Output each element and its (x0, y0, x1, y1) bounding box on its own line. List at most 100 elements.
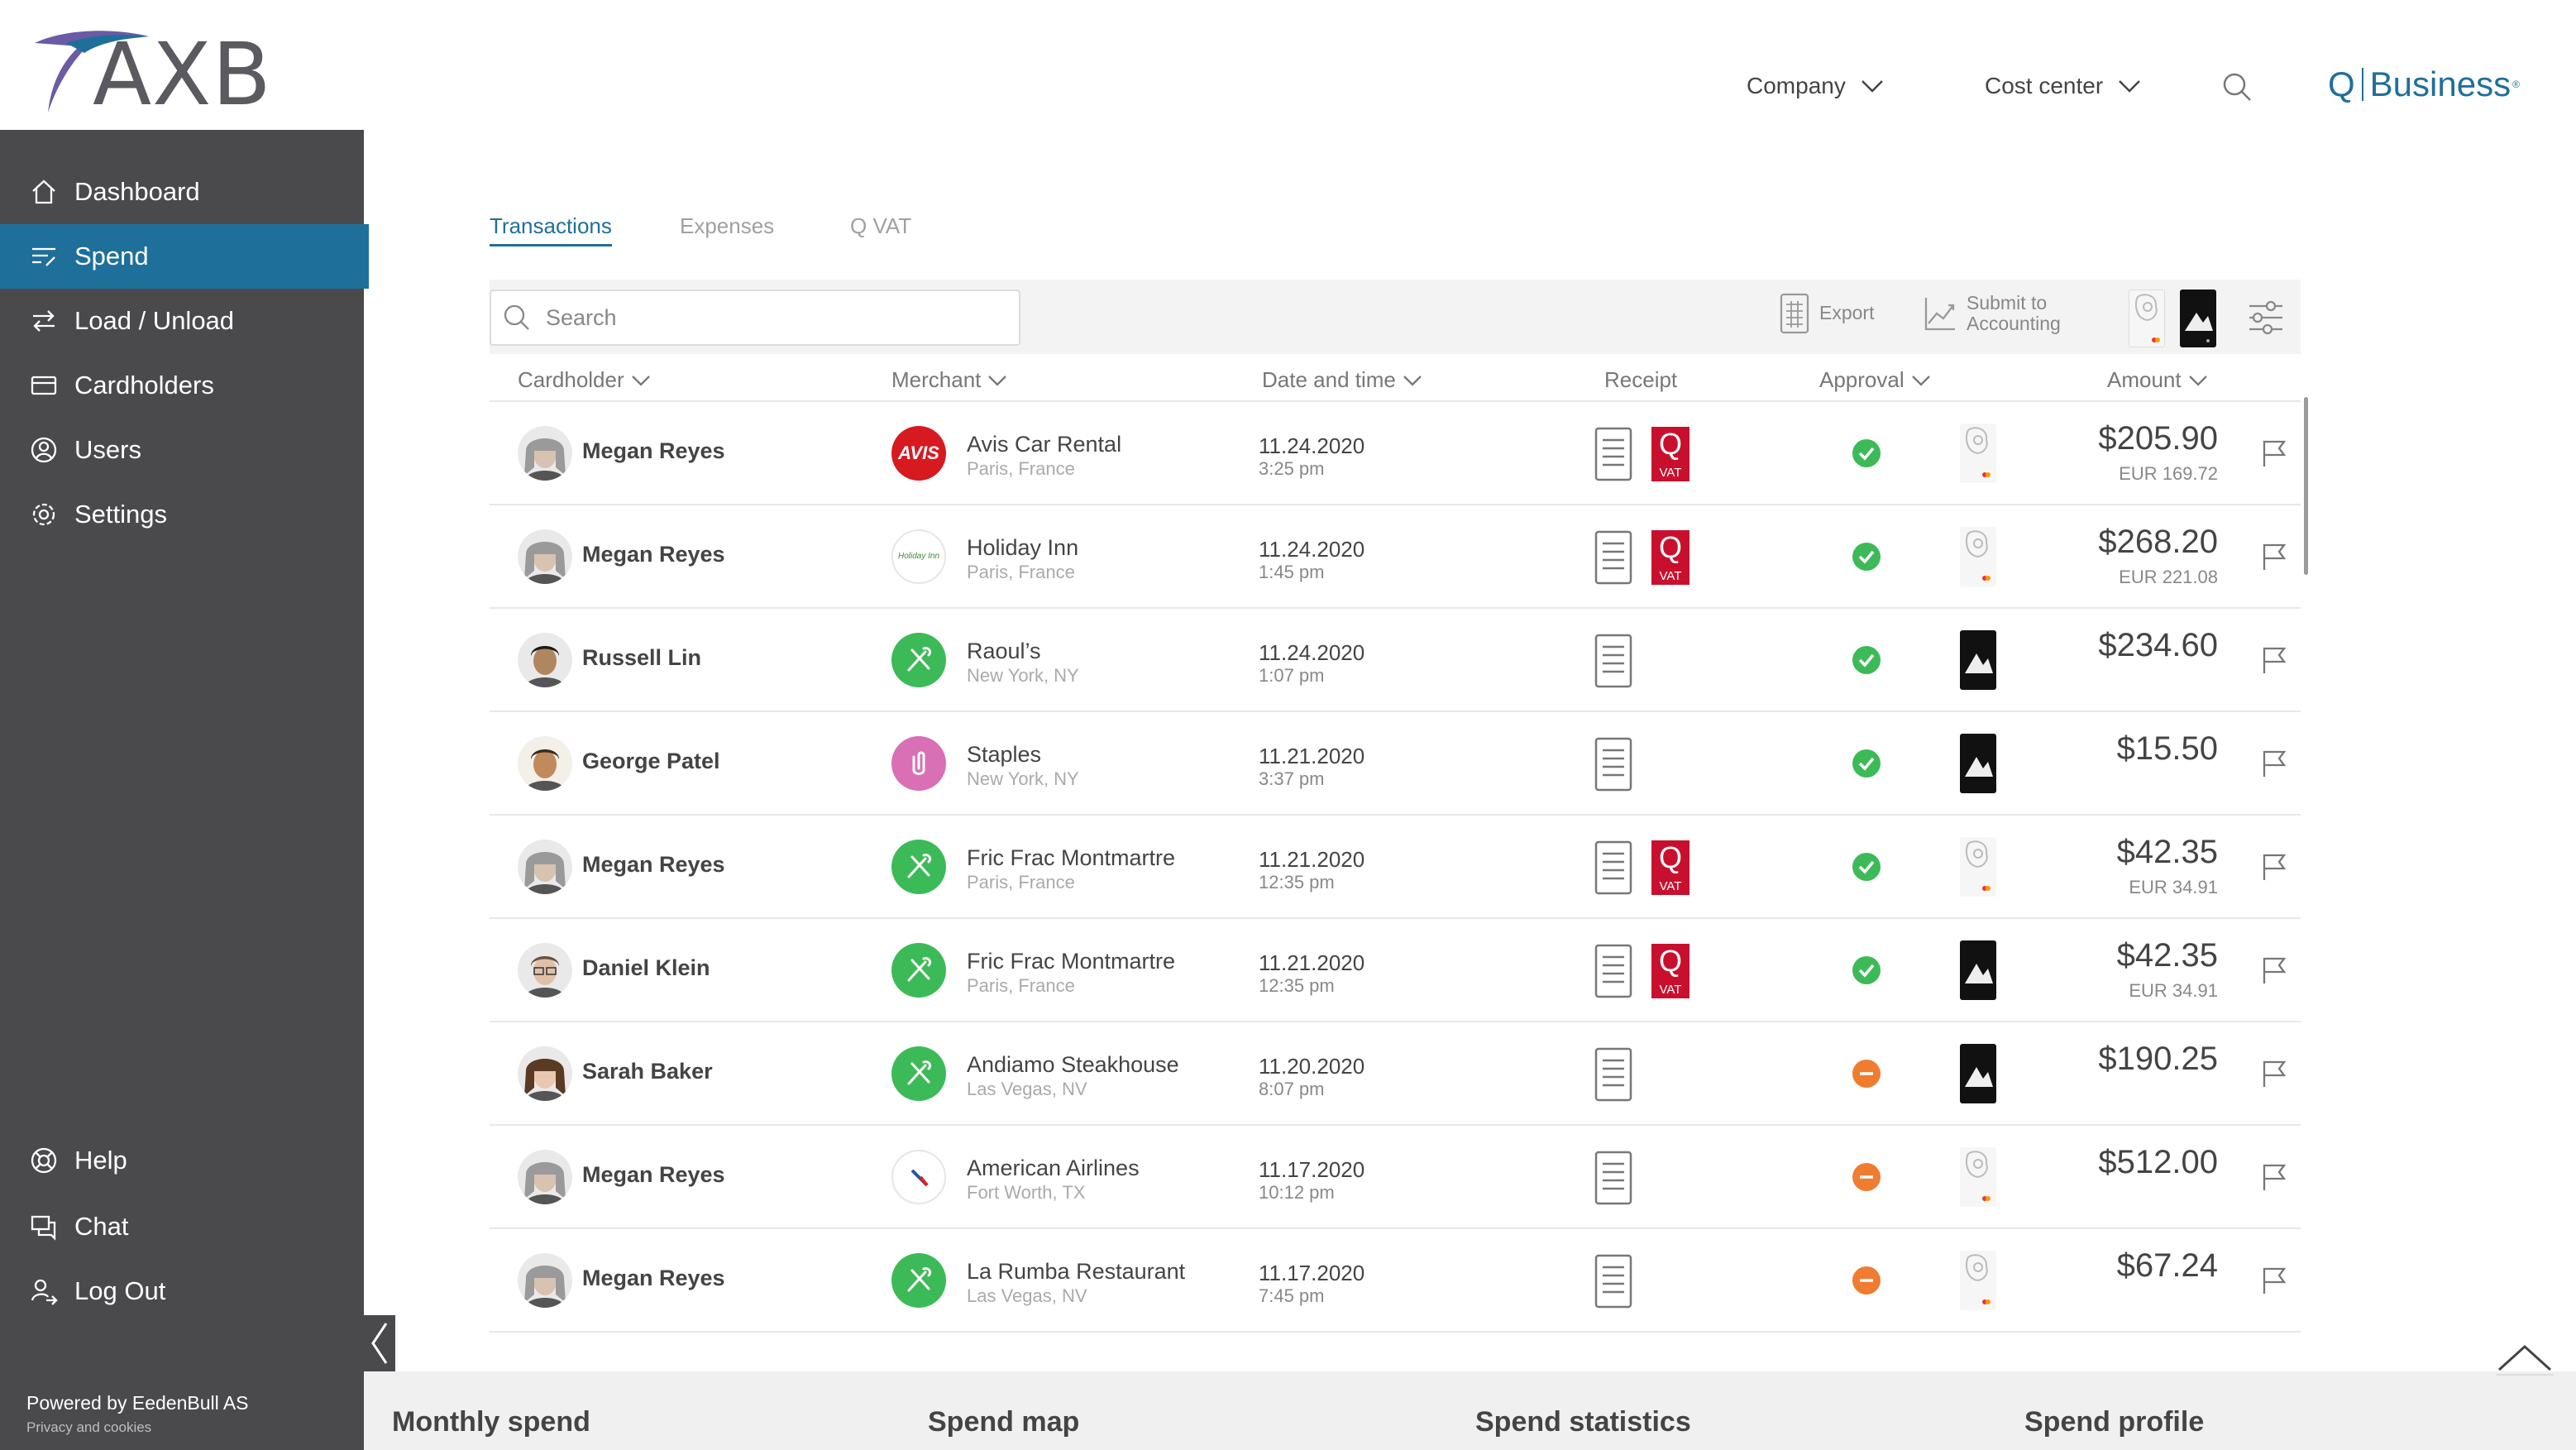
table-scrollbar[interactable] (2304, 397, 2308, 575)
flag-icon[interactable] (2259, 955, 2289, 985)
flag-icon[interactable] (2259, 1059, 2289, 1089)
sidebar-item-spend[interactable]: Spend (0, 224, 369, 289)
cardholder-name[interactable]: Megan Reyes (582, 1266, 725, 1290)
search-icon (504, 304, 529, 330)
approved-check-icon[interactable] (1852, 439, 1881, 467)
receipt-icon[interactable] (1594, 737, 1632, 792)
table-row[interactable]: Sarah Baker Andiamo Steakhouse Las Vegas… (490, 1022, 2301, 1126)
black-card-filter[interactable] (2180, 290, 2216, 347)
table-row[interactable]: Russell Lin Raoul’s New York, NY 11.24.2… (490, 609, 2301, 712)
column-header-receipt: Receipt (1604, 367, 1677, 393)
amount-usd: $15.50 (2116, 730, 2218, 767)
q-vat-badge[interactable]: Q VAT (1651, 840, 1689, 895)
column-header-amount[interactable]: Amount (2107, 367, 2208, 393)
flag-icon[interactable] (2259, 852, 2289, 882)
q-vat-badge[interactable]: Q VAT (1651, 530, 1689, 585)
cardholder-name[interactable]: Megan Reyes (582, 542, 725, 567)
filter-settings-icon[interactable] (2246, 298, 2286, 337)
flag-icon[interactable] (2259, 1162, 2289, 1192)
approved-check-icon[interactable] (1852, 543, 1881, 571)
receipt-icon[interactable] (1594, 840, 1632, 895)
collapse-sidebar-button[interactable] (364, 1315, 395, 1371)
receipt-icon[interactable] (1594, 634, 1632, 688)
column-header-cardholder[interactable]: Cardholder (518, 367, 651, 393)
white-card-filter[interactable] (2129, 290, 2165, 347)
merchant-name: Fric Frac Montmartre (967, 949, 1176, 974)
cardholder-name[interactable]: George Patel (582, 749, 720, 773)
merchant-location: Fort Worth, TX (967, 1182, 1086, 1203)
column-header-approval[interactable]: Approval (1819, 367, 1931, 393)
receipt-icon[interactable] (1594, 427, 1632, 481)
axb-logo[interactable]: AXB (33, 25, 271, 117)
table-row[interactable]: Megan Reyes La Rumba Restaurant Las Vega… (490, 1229, 2301, 1333)
sidebar-item-load-unload[interactable]: Load / Unload (0, 289, 369, 353)
panel-spend-map[interactable]: Spend map (928, 1406, 1080, 1438)
cardholder-name[interactable]: Sarah Baker (582, 1059, 713, 1084)
export-button[interactable]: Export (1780, 293, 1874, 334)
q-business-brand[interactable]: Q Business ® (2328, 65, 2520, 104)
pending-minus-icon[interactable] (1852, 1060, 1881, 1088)
table-row[interactable]: Megan Reyes American Airlines Fort Worth… (490, 1126, 2301, 1229)
sidebar-item-help[interactable]: Help (0, 1128, 369, 1193)
cardholder-name[interactable]: Megan Reyes (582, 438, 725, 463)
panel-spend-profile[interactable]: Spend profile (2024, 1406, 2205, 1438)
panel-spend-statistics[interactable]: Spend statistics (1475, 1406, 1691, 1438)
q-vat-badge[interactable]: Q VAT (1651, 427, 1689, 481)
table-row[interactable]: Megan Reyes AVIS Avis Car Rental Paris, … (490, 402, 2301, 505)
black-card-thumb (1960, 940, 1996, 1000)
sidebar-item-logout[interactable]: Log Out (0, 1259, 369, 1323)
q-vat-badge[interactable]: Q VAT (1651, 944, 1689, 998)
receipt-icon[interactable] (1594, 944, 1632, 998)
search-icon[interactable] (2221, 71, 2253, 103)
transaction-time: 8:07 pm (1259, 1079, 1325, 1099)
search-field[interactable] (490, 290, 1020, 346)
submit-label-line2: Accounting (1967, 313, 2061, 335)
column-header-merchant[interactable]: Merchant (891, 367, 1007, 393)
chevron-up-icon[interactable] (2496, 1340, 2554, 1376)
column-header-date[interactable]: Date and time (1262, 367, 1422, 393)
column-label: Receipt (1604, 367, 1678, 392)
cardholder-name[interactable]: Russell Lin (582, 645, 702, 670)
approved-check-icon[interactable] (1852, 956, 1881, 984)
flag-icon[interactable] (2259, 438, 2289, 468)
receipt-icon[interactable] (1594, 530, 1632, 585)
flag-icon[interactable] (2259, 749, 2289, 778)
search-input[interactable] (546, 304, 1009, 331)
table-row[interactable]: George Patel Staples New York, NY 11.21.… (490, 712, 2301, 816)
sidebar-item-users[interactable]: Users (0, 418, 369, 482)
table-row[interactable]: Megan Reyes Fric Frac Montmartre Paris, … (490, 816, 2301, 919)
panel-monthly-spend[interactable]: Monthly spend (392, 1406, 590, 1438)
approved-check-icon[interactable] (1852, 853, 1881, 881)
tab-transactions[interactable]: Transactions (490, 213, 612, 246)
receipt-icon[interactable] (1594, 1254, 1632, 1309)
approved-check-icon[interactable] (1852, 646, 1881, 674)
flag-icon[interactable] (2259, 542, 2289, 572)
submit-to-accounting-button[interactable]: Submit to Accounting (1924, 292, 2061, 335)
receipt-icon[interactable] (1594, 1047, 1632, 1102)
privacy-link[interactable]: Privacy and cookies (26, 1419, 152, 1435)
cardholder-name[interactable]: Megan Reyes (582, 852, 725, 877)
sidebar-item-chat[interactable]: Chat (0, 1194, 369, 1259)
approved-check-icon[interactable] (1852, 749, 1881, 778)
flag-icon[interactable] (2259, 1266, 2289, 1295)
avatar (518, 529, 572, 584)
pending-minus-icon[interactable] (1852, 1163, 1881, 1191)
sidebar-item-dashboard[interactable]: Dashboard (0, 160, 369, 224)
cardholder-name[interactable]: Megan Reyes (582, 1162, 725, 1187)
gear-icon (30, 500, 58, 529)
tab-q-vat[interactable]: Q VAT (850, 213, 912, 238)
flag-icon[interactable] (2259, 645, 2289, 675)
bottom-panels (364, 1371, 2576, 1450)
merchant-name: American Airlines (967, 1156, 1140, 1180)
sidebar-item-cardholders[interactable]: Cardholders (0, 353, 369, 418)
cost-center-dropdown[interactable]: Cost center (1985, 73, 2141, 99)
sidebar-item-label: Dashboard (74, 177, 200, 206)
table-row[interactable]: Daniel Klein Fric Frac Montmartre Paris,… (490, 919, 2301, 1022)
receipt-icon[interactable] (1594, 1151, 1632, 1205)
sidebar-item-settings[interactable]: Settings (0, 482, 369, 547)
cardholder-name[interactable]: Daniel Klein (582, 955, 710, 980)
table-row[interactable]: Megan Reyes Holiday Inn Holiday Inn Pari… (490, 505, 2301, 609)
tab-expenses[interactable]: Expenses (680, 213, 775, 238)
company-dropdown[interactable]: Company (1747, 73, 1884, 99)
pending-minus-icon[interactable] (1852, 1266, 1881, 1294)
